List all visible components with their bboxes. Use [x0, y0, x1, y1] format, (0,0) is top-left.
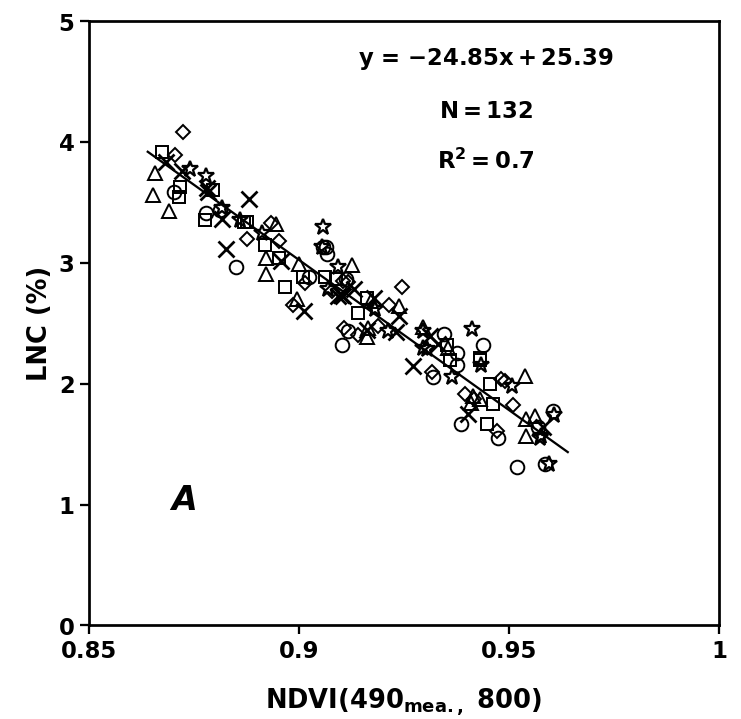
- Y-axis label: LNC (%): LNC (%): [27, 266, 53, 381]
- Text: NDVI(490$_{\mathbf{mea.,}}$ 800): NDVI(490$_{\mathbf{mea.,}}$ 800): [265, 686, 542, 718]
- Text: $\mathbf{R^2 = 0.7}$: $\mathbf{R^2 = 0.7}$: [436, 148, 535, 173]
- Text: y = $\mathbf{-24.85x + 25.39}$: y = $\mathbf{-24.85x + 25.39}$: [358, 46, 614, 72]
- Text: A: A: [171, 484, 196, 517]
- Text: $\mathbf{N=132}$: $\mathbf{N=132}$: [439, 100, 533, 123]
